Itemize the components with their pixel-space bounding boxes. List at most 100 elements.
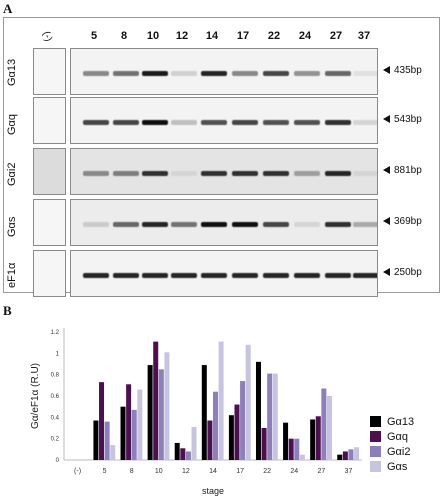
bar-Gαs <box>137 389 143 460</box>
band <box>201 70 227 76</box>
x-tick-label: (-) <box>74 468 81 475</box>
y-tick-label: 0.8 <box>51 373 60 379</box>
bar-Gαi2 <box>240 381 246 460</box>
x-tick-label: 37 <box>345 468 353 475</box>
bar-Gαq <box>207 420 213 460</box>
x-tick-label: 17 <box>236 468 244 475</box>
x-tick-label: 8 <box>130 468 134 475</box>
band-size-label: 881bp <box>394 164 422 176</box>
bar-Gαs <box>272 373 278 460</box>
band <box>113 70 139 76</box>
bar-Gαi2 <box>321 388 327 460</box>
band <box>294 170 320 176</box>
legend-label: Gαi2 <box>387 445 411 458</box>
bar-Gαi2 <box>131 409 137 460</box>
bar-Gαs <box>245 344 251 460</box>
legend-item: Gα13 <box>370 414 414 429</box>
band <box>294 272 320 278</box>
gene-label: Gα13 <box>6 58 18 86</box>
lane-label-8: 8 <box>120 30 128 42</box>
negative-control-lane <box>33 199 66 246</box>
legend-item: Gαs <box>370 459 414 474</box>
lane-label-27: 27 <box>329 30 343 42</box>
band <box>353 221 377 227</box>
legend-label: Gαs <box>387 460 408 473</box>
lane-label-37: 37 <box>357 30 371 42</box>
band-size: 369bp <box>383 216 422 227</box>
gel-row-0 <box>70 48 378 95</box>
band <box>83 70 109 76</box>
bar-Gαq <box>153 341 159 460</box>
chart-legend: Gα13 Gαq Gαi2 Gαs <box>370 414 414 474</box>
band <box>201 170 227 176</box>
band <box>325 119 351 125</box>
bar-Gαq <box>180 448 186 460</box>
legend-swatch <box>370 461 381 472</box>
band-size-label: 435bp <box>394 64 422 76</box>
band-size-label: 543bp <box>394 113 422 125</box>
legend-swatch <box>370 446 381 457</box>
band <box>83 221 109 227</box>
band <box>294 221 320 227</box>
bar-Gαs <box>164 352 170 460</box>
arrow-icon <box>383 165 390 174</box>
gene-label: eF1α <box>6 262 18 288</box>
band-size-label: 369bp <box>394 215 422 227</box>
x-tick-label: 22 <box>263 468 271 475</box>
y-axis-label: Gα/eF1α (R.U) <box>30 363 41 429</box>
legend-label: Gαq <box>387 430 409 443</box>
lane-label-14: 14 <box>205 30 219 42</box>
band <box>353 272 377 278</box>
bar-Gα13 <box>93 420 99 460</box>
bar-Gαs <box>110 445 116 460</box>
gene-label: Gαq <box>6 113 18 135</box>
lane-label-17: 17 <box>236 30 250 42</box>
bar-Gαq <box>288 438 294 460</box>
band <box>83 272 109 278</box>
band <box>325 221 351 227</box>
band <box>113 170 139 176</box>
x-tick-label: 27 <box>317 468 325 475</box>
band <box>83 170 109 176</box>
band-size: 543bp <box>383 114 422 125</box>
gene-label: Gαi2 <box>6 162 18 186</box>
bar-Gα13 <box>147 365 153 460</box>
bar-chart: 0 0.2 0.4 0.6 0.8 1 1.2 (-) 5 8 10 12 14 17 22 24 27 37 st… <box>30 328 362 496</box>
negative-control-lane <box>33 250 66 297</box>
negative-control-lane <box>33 148 66 195</box>
bar-Gαs <box>218 341 224 460</box>
legend-label: Gα13 <box>387 415 415 428</box>
bar-Gα13 <box>310 419 316 460</box>
x-tick-label: 24 <box>290 468 298 475</box>
bar-Gαi2 <box>348 449 354 460</box>
bar-Gαi2 <box>185 451 191 460</box>
arrow-icon <box>383 267 390 276</box>
panel-b-letter: B <box>3 303 12 318</box>
band <box>142 272 168 278</box>
band <box>201 119 227 125</box>
bar-Gαs <box>191 426 197 460</box>
legend-swatch <box>370 431 381 442</box>
bar-Gα13 <box>255 361 261 460</box>
legend-item: Gαi2 <box>370 444 414 459</box>
legend-item: Gαq <box>370 429 414 444</box>
band <box>232 170 258 176</box>
band <box>263 272 289 278</box>
band <box>353 170 377 176</box>
lane-label-10: 10 <box>146 30 160 42</box>
x-tick-label: 5 <box>103 468 107 475</box>
band <box>113 119 139 125</box>
band-size: 435bp <box>383 65 422 76</box>
lane-label-22: 22 <box>267 30 281 42</box>
negative-control-lane <box>33 48 66 95</box>
bar-Gα13 <box>174 442 180 460</box>
legend-swatch <box>370 416 381 427</box>
gel-row-1 <box>70 97 378 144</box>
bar-Gαq <box>315 416 321 460</box>
band <box>232 70 258 76</box>
bar-Gαs <box>299 454 305 460</box>
band <box>171 170 197 176</box>
bar-Gα13 <box>283 422 289 460</box>
band <box>263 119 289 125</box>
band <box>142 170 168 176</box>
